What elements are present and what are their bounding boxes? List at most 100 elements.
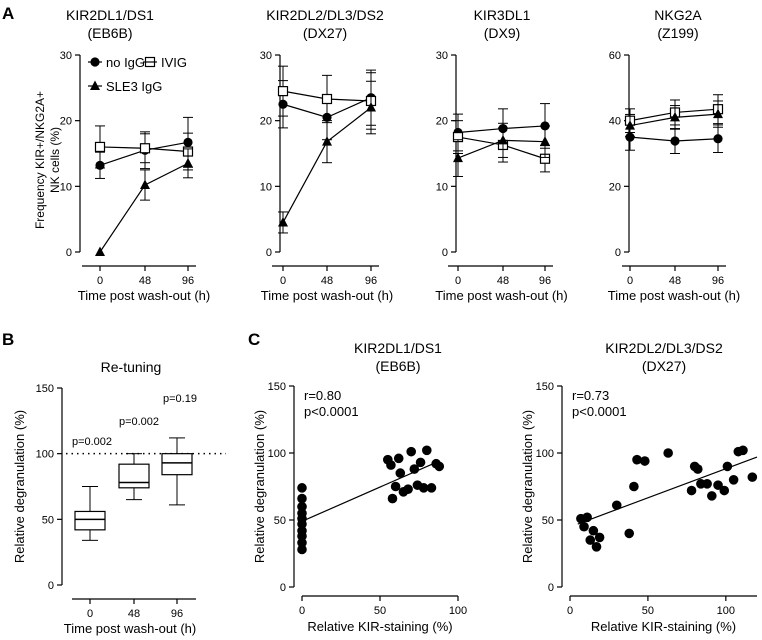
- x-tick-label: 96: [539, 275, 551, 287]
- scatter-point: [409, 464, 420, 474]
- scatter-point: [297, 493, 307, 504]
- y-tick-label: 100: [36, 449, 54, 461]
- y-tick-label: 10: [60, 181, 72, 193]
- y-tick-label: 30: [60, 50, 72, 62]
- scatter-point: [297, 483, 307, 493]
- x-tick-label: 0: [97, 275, 103, 287]
- panel-letter-a: A: [2, 4, 14, 23]
- y-tick-label: 50: [274, 515, 286, 527]
- data-point-sle3-igg: [498, 134, 508, 145]
- scatter-point: [707, 491, 717, 501]
- scatter-point: [713, 480, 723, 490]
- scatter-point: [747, 472, 758, 482]
- data-point-sle3-igg: [366, 102, 376, 112]
- scatter-point: [594, 532, 605, 543]
- p-value-label: p=0.19: [163, 393, 197, 405]
- scatter-point: [738, 445, 748, 456]
- scatter-point: [640, 456, 650, 466]
- x-tick-label: 96: [365, 275, 377, 287]
- box-body: [74, 510, 106, 531]
- chart-title: (Z199): [657, 25, 698, 41]
- scatter-point: [611, 500, 622, 511]
- y-axis-label-text: Relative degranulation (%): [252, 410, 267, 563]
- x-tick-label: 48: [128, 608, 140, 620]
- box-body: [161, 453, 193, 476]
- y-tick-label: 0: [442, 247, 448, 259]
- y-tick-label: 0: [48, 580, 54, 592]
- chart-title: KIR3DL1: [474, 7, 531, 23]
- x-axis-label: Time post wash-out (h): [261, 288, 393, 303]
- scatter-point: [434, 461, 445, 472]
- data-point-no-igg: [713, 134, 723, 144]
- chart-title: KIR2DL2/DL3/DS2: [266, 7, 384, 23]
- scatter-point: [692, 464, 703, 474]
- scatter-point: [390, 481, 401, 492]
- y-tick-label: 50: [542, 515, 554, 527]
- data-point-ivig: [321, 93, 333, 105]
- box-0: [74, 486, 106, 541]
- scatter-point: [728, 475, 739, 485]
- scatter-point: [406, 446, 417, 457]
- y-tick-label: 20: [609, 181, 621, 193]
- legend-label-no-igg: no IgG: [106, 55, 145, 70]
- scatter-point: [386, 460, 396, 470]
- y-tick-label: 20: [260, 116, 272, 128]
- y-tick-label: 60: [609, 50, 621, 62]
- chart-title: Re-tuning: [101, 359, 162, 375]
- chart-title: KIR2DL1/DS1: [354, 340, 442, 356]
- scatter-point: [297, 537, 307, 548]
- scatter-point: [624, 528, 635, 539]
- scatter-point: [585, 535, 596, 545]
- y-tick-label: 100: [268, 448, 286, 460]
- y-axis-label: Relative degranulation (%): [520, 410, 535, 563]
- y-axis-label-line: NK cells (%): [48, 127, 62, 193]
- y-tick-label: 0: [615, 247, 621, 259]
- scatter-point: [422, 445, 432, 456]
- scatter-point: [415, 457, 426, 468]
- x-tick-label: 48: [321, 275, 333, 287]
- x-tick-label: 96: [182, 275, 194, 287]
- legend-label-sle3-igg: SLE3 IgG: [106, 79, 162, 94]
- chart-title: KIR2DL1/DS1: [66, 7, 154, 23]
- legend-label-ivig: IVIG: [161, 55, 187, 70]
- y-tick-label: 10: [436, 181, 448, 193]
- scatter-point: [722, 461, 733, 472]
- y-axis-label-text: Relative degranulation (%): [520, 410, 535, 563]
- x-tick-label: 0: [627, 275, 633, 287]
- x-tick-label: 48: [497, 275, 509, 287]
- y-tick-label: 0: [280, 582, 286, 594]
- y-tick-label: 150: [36, 383, 54, 395]
- y-axis-label-line: Frequency KIR+/NKG2A+: [33, 91, 47, 229]
- y-tick-label: 100: [536, 448, 554, 460]
- correlation-p: p<0.0001: [572, 404, 627, 419]
- data-point-sle3-igg: [278, 216, 288, 227]
- y-tick-label: 40: [609, 116, 621, 128]
- data-point-ivig: [139, 143, 151, 154]
- scatter-point: [393, 453, 404, 464]
- data-point-sle3-igg: [95, 246, 105, 256]
- scatter-point: [719, 485, 730, 496]
- scatter-point: [297, 508, 307, 519]
- scatter-point: [403, 484, 413, 494]
- y-axis-label: Relative degranulation (%): [12, 410, 27, 563]
- y-tick-label: 0: [548, 582, 554, 594]
- y-tick-label: 20: [60, 116, 72, 128]
- panel-letter-b: B: [2, 330, 14, 349]
- legend-marker-sle3-igg: [90, 80, 100, 90]
- x-tick-label: 48: [669, 275, 681, 287]
- box-48: [118, 453, 150, 501]
- y-tick-label: 30: [436, 50, 448, 62]
- data-point-ivig: [94, 141, 106, 153]
- box-96: [161, 437, 193, 506]
- data-point-sle3-igg: [670, 111, 680, 122]
- correlation-r: r=0.80: [304, 388, 341, 403]
- y-tick-label: 30: [260, 50, 272, 62]
- y-tick-label: 150: [268, 381, 286, 393]
- y-tick-label: 20: [436, 116, 448, 128]
- x-tick-label: 50: [374, 605, 386, 617]
